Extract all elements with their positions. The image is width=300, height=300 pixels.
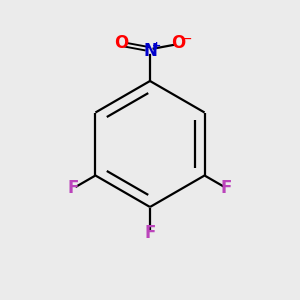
Text: +: +	[152, 40, 161, 51]
Text: N: N	[143, 42, 157, 60]
Text: F: F	[144, 224, 156, 242]
Text: F: F	[68, 179, 79, 197]
Text: O: O	[171, 34, 186, 52]
Text: −: −	[180, 32, 192, 46]
Text: F: F	[221, 179, 232, 197]
Text: O: O	[114, 34, 129, 52]
